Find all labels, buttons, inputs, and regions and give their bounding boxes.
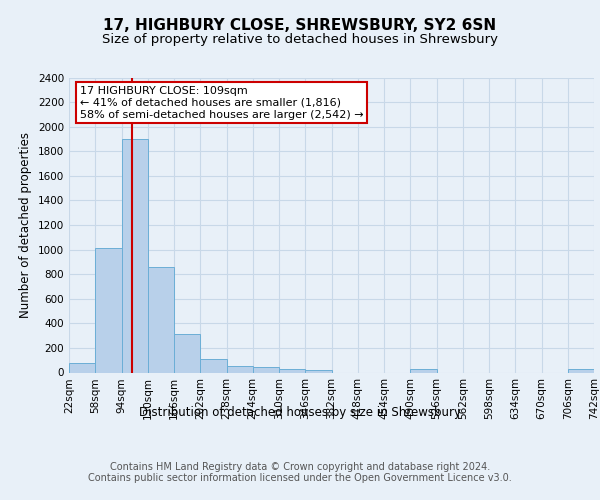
- Bar: [410, 370, 437, 372]
- Text: Distribution of detached houses by size in Shrewsbury: Distribution of detached houses by size …: [139, 406, 461, 419]
- Bar: [568, 370, 594, 372]
- Text: 17 HIGHBURY CLOSE: 109sqm
← 41% of detached houses are smaller (1,816)
58% of se: 17 HIGHBURY CLOSE: 109sqm ← 41% of detac…: [79, 86, 363, 120]
- Y-axis label: Number of detached properties: Number of detached properties: [19, 132, 32, 318]
- Text: Size of property relative to detached houses in Shrewsbury: Size of property relative to detached ho…: [102, 32, 498, 46]
- Bar: [200, 359, 227, 372]
- Bar: [148, 267, 174, 372]
- Bar: [95, 248, 121, 372]
- Bar: [121, 139, 148, 372]
- Text: 17, HIGHBURY CLOSE, SHREWSBURY, SY2 6SN: 17, HIGHBURY CLOSE, SHREWSBURY, SY2 6SN: [103, 18, 497, 32]
- Bar: [227, 366, 253, 372]
- Bar: [174, 334, 200, 372]
- Bar: [279, 370, 305, 372]
- Text: Contains HM Land Registry data © Crown copyright and database right 2024.
Contai: Contains HM Land Registry data © Crown c…: [88, 462, 512, 483]
- Bar: [305, 370, 331, 372]
- Bar: [253, 367, 279, 372]
- Bar: [69, 362, 95, 372]
